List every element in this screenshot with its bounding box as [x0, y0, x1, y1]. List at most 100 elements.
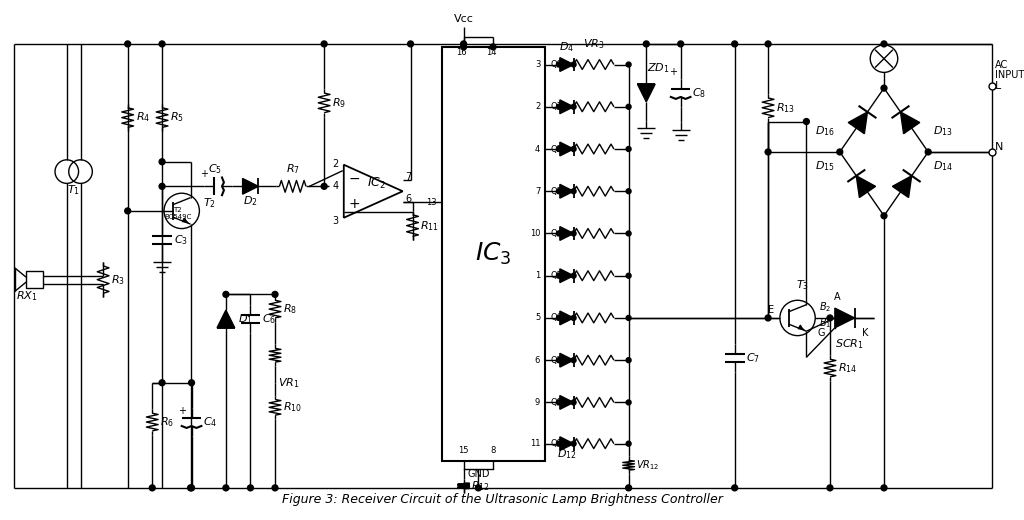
Polygon shape — [893, 176, 911, 198]
Circle shape — [461, 44, 467, 50]
Text: L: L — [995, 81, 1001, 91]
Circle shape — [159, 159, 165, 165]
Text: Q0: Q0 — [550, 60, 562, 69]
Circle shape — [626, 231, 631, 236]
Circle shape — [626, 105, 631, 109]
Circle shape — [556, 189, 561, 194]
Text: $ZD_1$: $ZD_1$ — [647, 61, 670, 75]
Text: $T_3$: $T_3$ — [796, 279, 809, 292]
Text: $C_4$: $C_4$ — [204, 415, 218, 429]
Text: 9: 9 — [535, 398, 541, 407]
Text: 16: 16 — [457, 48, 467, 57]
Circle shape — [626, 441, 631, 446]
Text: E: E — [768, 305, 774, 315]
Text: +: + — [349, 197, 360, 211]
Circle shape — [556, 400, 561, 405]
Polygon shape — [560, 396, 573, 409]
Circle shape — [626, 147, 631, 151]
Circle shape — [804, 119, 809, 124]
Text: $R_9$: $R_9$ — [332, 96, 346, 110]
Polygon shape — [835, 308, 854, 328]
Circle shape — [556, 105, 561, 109]
Text: $C_7$: $C_7$ — [746, 352, 761, 365]
Polygon shape — [638, 84, 655, 102]
Text: 11: 11 — [529, 439, 541, 448]
Polygon shape — [560, 311, 573, 325]
Text: 8: 8 — [490, 447, 496, 456]
Circle shape — [571, 231, 577, 236]
Circle shape — [626, 316, 631, 320]
Text: $IC_3$: $IC_3$ — [475, 241, 511, 267]
Text: Q5: Q5 — [550, 271, 562, 280]
Text: $R_7$: $R_7$ — [286, 163, 300, 176]
Text: 13: 13 — [426, 198, 437, 206]
Polygon shape — [900, 112, 920, 134]
Text: $D_{16}$: $D_{16}$ — [815, 124, 835, 138]
Text: $D_4$: $D_4$ — [559, 40, 574, 54]
Circle shape — [223, 291, 228, 297]
Polygon shape — [560, 269, 573, 282]
Text: $R_{11}$: $R_{11}$ — [421, 219, 439, 232]
Text: $C_6$: $C_6$ — [262, 312, 276, 326]
Circle shape — [732, 485, 737, 491]
Text: 2: 2 — [333, 159, 339, 168]
Circle shape — [571, 316, 577, 320]
Circle shape — [188, 485, 195, 491]
Circle shape — [125, 208, 131, 214]
Circle shape — [556, 231, 561, 236]
Circle shape — [926, 149, 931, 155]
Text: Vcc: Vcc — [454, 15, 473, 24]
Circle shape — [881, 213, 887, 219]
Circle shape — [556, 62, 561, 67]
Text: +: + — [178, 406, 185, 416]
Text: $R_{13}$: $R_{13}$ — [776, 101, 795, 114]
Circle shape — [626, 485, 632, 491]
Circle shape — [187, 485, 194, 491]
Circle shape — [571, 189, 577, 194]
Circle shape — [732, 41, 737, 47]
Circle shape — [626, 189, 631, 194]
Text: $R_{14}$: $R_{14}$ — [838, 361, 857, 375]
Text: Q1: Q1 — [550, 102, 562, 111]
Text: $D_{13}$: $D_{13}$ — [933, 124, 953, 138]
Polygon shape — [848, 112, 867, 134]
Text: $IC_2$: $IC_2$ — [367, 176, 386, 191]
Text: $C_3$: $C_3$ — [174, 233, 187, 247]
Text: Q6: Q6 — [550, 314, 562, 322]
Polygon shape — [560, 437, 573, 450]
Circle shape — [159, 184, 165, 189]
Circle shape — [571, 441, 577, 446]
Text: A: A — [834, 292, 840, 302]
Circle shape — [322, 41, 327, 47]
Text: 2: 2 — [535, 102, 541, 111]
Text: $R_{10}$: $R_{10}$ — [283, 400, 302, 414]
Text: $D_{12}$: $D_{12}$ — [557, 447, 577, 461]
Text: $T_2$: $T_2$ — [204, 196, 216, 210]
Text: +: + — [201, 168, 208, 178]
Circle shape — [827, 485, 833, 491]
Text: 14: 14 — [485, 48, 497, 57]
Circle shape — [571, 62, 577, 67]
Circle shape — [765, 149, 771, 155]
Text: 4: 4 — [535, 145, 541, 153]
Polygon shape — [243, 178, 258, 194]
Text: INPUT: INPUT — [995, 70, 1024, 80]
Text: 6: 6 — [535, 356, 541, 365]
Circle shape — [626, 273, 631, 278]
Text: $C_5$: $C_5$ — [208, 163, 222, 176]
Text: 7: 7 — [406, 173, 412, 183]
Text: $T_1$: $T_1$ — [68, 183, 80, 197]
Text: 3: 3 — [333, 216, 339, 226]
Circle shape — [223, 485, 228, 491]
Text: 10: 10 — [529, 229, 541, 238]
Text: $VR_1$: $VR_1$ — [278, 376, 300, 389]
Circle shape — [765, 41, 771, 47]
Text: $VR_{12}$: $VR_{12}$ — [637, 459, 659, 472]
Text: $B_1$: $B_1$ — [819, 316, 831, 330]
Circle shape — [881, 41, 887, 47]
Circle shape — [408, 41, 414, 47]
Circle shape — [556, 273, 561, 278]
Polygon shape — [560, 185, 573, 198]
Circle shape — [626, 358, 631, 362]
Text: Q8: Q8 — [550, 398, 562, 407]
